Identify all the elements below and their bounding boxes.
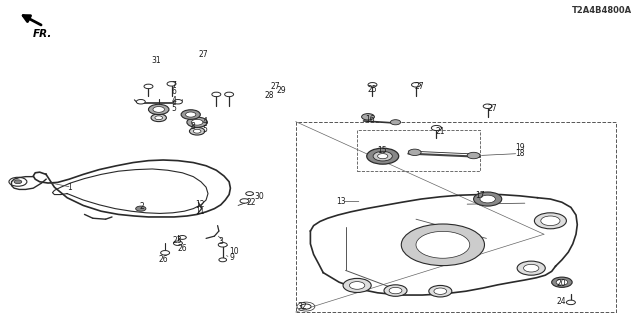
Circle shape [144, 84, 153, 89]
Circle shape [187, 117, 207, 127]
Circle shape [368, 83, 377, 87]
Circle shape [390, 120, 401, 125]
Text: T2A4B4800A: T2A4B4800A [572, 6, 632, 15]
Circle shape [173, 241, 182, 245]
Text: 13: 13 [336, 197, 346, 206]
Text: 19: 19 [515, 143, 525, 152]
Ellipse shape [401, 224, 484, 266]
Circle shape [343, 278, 371, 292]
Circle shape [389, 287, 402, 294]
Text: 12: 12 [195, 200, 205, 209]
Circle shape [566, 300, 575, 305]
Circle shape [349, 282, 365, 289]
Text: 26: 26 [177, 244, 187, 253]
Text: 26: 26 [159, 255, 168, 264]
Circle shape [193, 129, 201, 133]
Circle shape [517, 261, 545, 275]
Circle shape [155, 116, 163, 120]
Text: 31: 31 [151, 56, 161, 65]
Text: 10: 10 [229, 247, 239, 256]
Text: 5: 5 [202, 125, 207, 134]
Text: 6: 6 [172, 87, 177, 96]
Text: 27: 27 [488, 104, 497, 113]
Text: 27: 27 [198, 50, 208, 59]
Ellipse shape [416, 231, 470, 258]
Circle shape [483, 104, 492, 108]
Circle shape [541, 216, 560, 226]
Text: 7: 7 [172, 81, 177, 90]
Text: 20: 20 [557, 279, 566, 288]
Text: 30: 30 [255, 192, 264, 201]
Circle shape [179, 236, 186, 239]
Circle shape [467, 152, 480, 159]
Circle shape [191, 119, 203, 125]
Text: 15: 15 [378, 146, 387, 155]
Circle shape [240, 199, 249, 203]
Text: FR.: FR. [33, 29, 52, 39]
Circle shape [148, 104, 169, 115]
Circle shape [167, 82, 176, 86]
Text: 24: 24 [557, 297, 566, 306]
Text: 27: 27 [415, 82, 424, 91]
Circle shape [367, 148, 399, 164]
Circle shape [186, 112, 196, 117]
Circle shape [218, 243, 227, 247]
Circle shape [153, 107, 164, 112]
Text: 3: 3 [219, 237, 224, 246]
Circle shape [408, 149, 421, 156]
Text: 27: 27 [270, 82, 280, 91]
Text: 23: 23 [173, 236, 182, 245]
Circle shape [189, 127, 205, 135]
Circle shape [161, 251, 170, 255]
Text: 2: 2 [140, 202, 144, 211]
Circle shape [136, 206, 146, 211]
Circle shape [246, 192, 253, 196]
Circle shape [524, 264, 539, 272]
Text: 4: 4 [172, 96, 177, 105]
Circle shape [552, 277, 572, 287]
Bar [357, 130, 480, 171]
Text: 21: 21 [435, 127, 445, 136]
Circle shape [212, 92, 221, 97]
Text: 5: 5 [172, 104, 177, 113]
Text: 25: 25 [367, 85, 377, 94]
Circle shape [373, 151, 392, 161]
Text: 18: 18 [515, 149, 525, 158]
Circle shape [384, 285, 407, 296]
Circle shape [534, 213, 566, 229]
Text: 29: 29 [276, 86, 286, 95]
Bar [296, 122, 616, 312]
Circle shape [434, 288, 447, 294]
Circle shape [151, 114, 166, 122]
Text: 4: 4 [202, 117, 207, 126]
Text: 1: 1 [67, 183, 72, 192]
Text: 22: 22 [246, 198, 256, 207]
Text: 16: 16 [365, 115, 374, 124]
Circle shape [301, 304, 311, 309]
Circle shape [225, 92, 234, 97]
Text: 28: 28 [265, 92, 275, 100]
Circle shape [219, 258, 227, 262]
Circle shape [431, 125, 442, 131]
Circle shape [181, 110, 200, 119]
Text: 11: 11 [195, 207, 205, 216]
Circle shape [412, 83, 420, 87]
Circle shape [474, 192, 502, 206]
Circle shape [173, 100, 182, 104]
Circle shape [136, 100, 145, 104]
Circle shape [556, 279, 568, 285]
Circle shape [362, 114, 374, 120]
Circle shape [14, 180, 22, 184]
Circle shape [378, 154, 388, 159]
Text: 8: 8 [191, 122, 195, 131]
Text: 9: 9 [229, 253, 234, 262]
Text: 32: 32 [298, 302, 307, 311]
Circle shape [429, 285, 452, 297]
Circle shape [480, 195, 495, 203]
Text: 17: 17 [475, 191, 484, 200]
